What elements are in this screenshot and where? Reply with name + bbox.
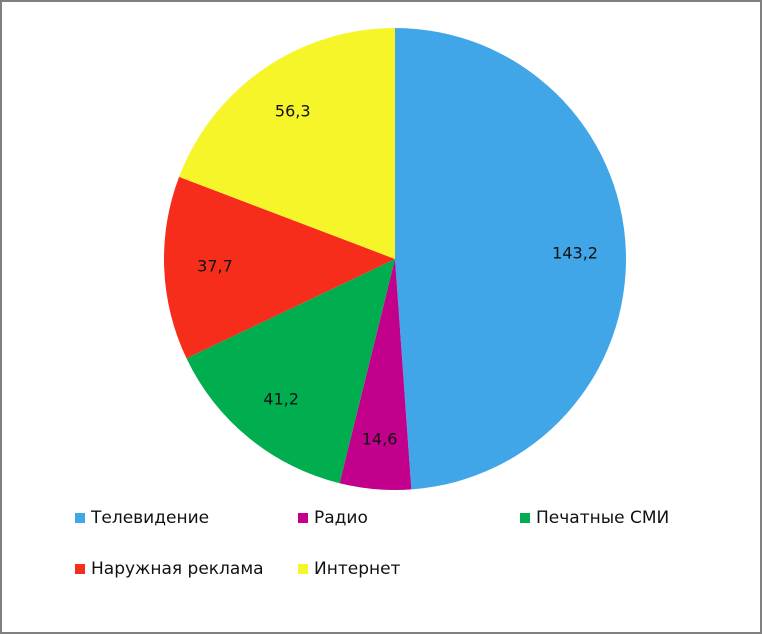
data-label-internet: 56,3 [274, 101, 311, 121]
data-label-outdoor: 37,7 [197, 256, 233, 276]
legend-item-internet: Интернет [298, 559, 400, 579]
legend-item-radio: Радио [298, 508, 368, 528]
slice-tv [395, 28, 626, 490]
legend-item-outdoor: Наружная реклама [75, 559, 264, 579]
legend-item-print: Печатные СМИ [520, 508, 669, 528]
slice-print [186, 259, 395, 484]
slice-radio [339, 259, 412, 490]
slice-outdoor [164, 176, 395, 359]
data-label-radio: 14,6 [361, 429, 398, 449]
legend-swatch [298, 564, 308, 574]
data-label-print: 41,2 [263, 389, 299, 409]
legend-swatch [298, 513, 308, 523]
legend-swatch [75, 513, 85, 523]
legend-item-tv: Телевидение [75, 508, 209, 528]
legend-swatch [520, 513, 530, 523]
data-label-tv: 143,2 [552, 243, 598, 263]
legend-swatch [75, 564, 85, 574]
slice-internet [179, 28, 395, 259]
